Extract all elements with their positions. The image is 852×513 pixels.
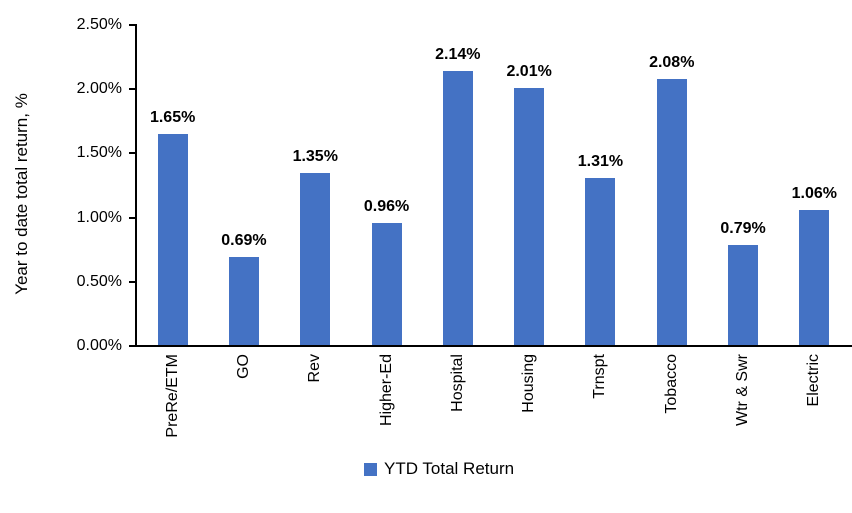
- y-tick-label: 1.50%: [76, 144, 122, 162]
- y-tick-mark: [129, 88, 137, 91]
- y-tick-mark: [129, 280, 137, 283]
- y-tick-mark: [129, 345, 137, 347]
- bar-value-label: 1.31%: [577, 152, 624, 170]
- bar-hospital: [442, 71, 473, 345]
- legend: YTD Total Return: [364, 459, 514, 479]
- x-tick-label: Tobacco: [662, 354, 680, 414]
- y-tick-mark: [129, 24, 137, 26]
- bar-value-label: 1.65%: [149, 109, 196, 127]
- bar-value-label: 2.08%: [649, 53, 695, 71]
- bar-value-label: 1.35%: [292, 147, 338, 165]
- x-tick-label: Higher-Ed: [377, 354, 395, 427]
- y-tick-label: 0.50%: [76, 272, 122, 290]
- y-axis-line: [135, 25, 137, 347]
- bar-value-label: 0.96%: [363, 197, 410, 215]
- bar-electric: [799, 209, 830, 345]
- bar-higher-ed: [371, 222, 402, 345]
- bar-trnspt: [585, 177, 616, 345]
- x-tick-label: PreRe/ETM: [163, 354, 181, 438]
- bar-go: [228, 257, 259, 345]
- bar-value-label: 1.06%: [791, 184, 838, 202]
- x-axis-line: [135, 345, 852, 347]
- x-tick-label: Housing: [520, 354, 538, 413]
- bar-value-label: 0.69%: [221, 232, 267, 250]
- bar-value-label: 0.79%: [720, 219, 766, 237]
- bar-housing: [514, 87, 545, 345]
- x-tick-label: Rev: [306, 354, 324, 383]
- legend-swatch-icon: [364, 462, 377, 476]
- y-tick-label: 1.00%: [76, 208, 122, 226]
- bar-rev: [300, 172, 331, 345]
- x-tick-label: Wtr & Swr: [734, 354, 752, 426]
- bar-value-label: 2.14%: [435, 46, 481, 64]
- bar-wtr-swr: [728, 244, 759, 345]
- legend-label: YTD Total Return: [384, 459, 515, 478]
- y-tick-mark: [129, 216, 137, 219]
- x-tick-label: Hospital: [448, 354, 466, 412]
- y-tick-label: 0.00%: [76, 337, 122, 354]
- y-axis-title: Year to date total return, %: [12, 93, 31, 295]
- y-tick-label: 2.00%: [76, 80, 122, 98]
- x-tick-label: Electric: [805, 354, 823, 407]
- y-tick-mark: [129, 152, 137, 155]
- y-tick-label: 2.50%: [76, 16, 122, 33]
- x-tick-label: Trnspt: [591, 354, 609, 399]
- bar-tobacco: [656, 78, 687, 345]
- bar-prere-etm: [157, 134, 188, 345]
- bar-value-label: 2.01%: [506, 62, 552, 80]
- x-tick-label: GO: [234, 354, 252, 379]
